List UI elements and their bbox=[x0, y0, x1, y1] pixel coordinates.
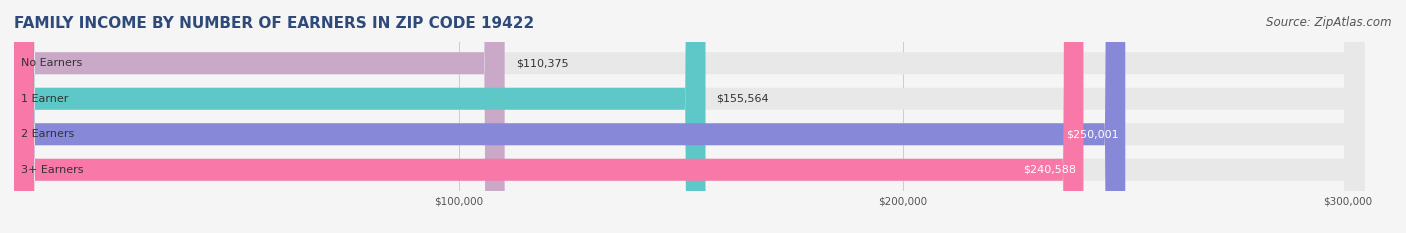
Text: 3+ Earners: 3+ Earners bbox=[21, 165, 83, 175]
Text: No Earners: No Earners bbox=[21, 58, 82, 68]
Text: Source: ZipAtlas.com: Source: ZipAtlas.com bbox=[1267, 16, 1392, 29]
Text: FAMILY INCOME BY NUMBER OF EARNERS IN ZIP CODE 19422: FAMILY INCOME BY NUMBER OF EARNERS IN ZI… bbox=[14, 16, 534, 31]
FancyBboxPatch shape bbox=[14, 0, 1364, 233]
Text: $240,588: $240,588 bbox=[1024, 165, 1077, 175]
Text: $250,001: $250,001 bbox=[1066, 129, 1118, 139]
Text: $110,375: $110,375 bbox=[516, 58, 568, 68]
FancyBboxPatch shape bbox=[14, 0, 1084, 233]
FancyBboxPatch shape bbox=[14, 0, 1364, 233]
Text: $155,564: $155,564 bbox=[717, 94, 769, 104]
Text: 1 Earner: 1 Earner bbox=[21, 94, 69, 104]
FancyBboxPatch shape bbox=[14, 0, 706, 233]
FancyBboxPatch shape bbox=[14, 0, 1364, 233]
FancyBboxPatch shape bbox=[14, 0, 1364, 233]
FancyBboxPatch shape bbox=[14, 0, 1125, 233]
FancyBboxPatch shape bbox=[14, 0, 505, 233]
Text: 2 Earners: 2 Earners bbox=[21, 129, 75, 139]
